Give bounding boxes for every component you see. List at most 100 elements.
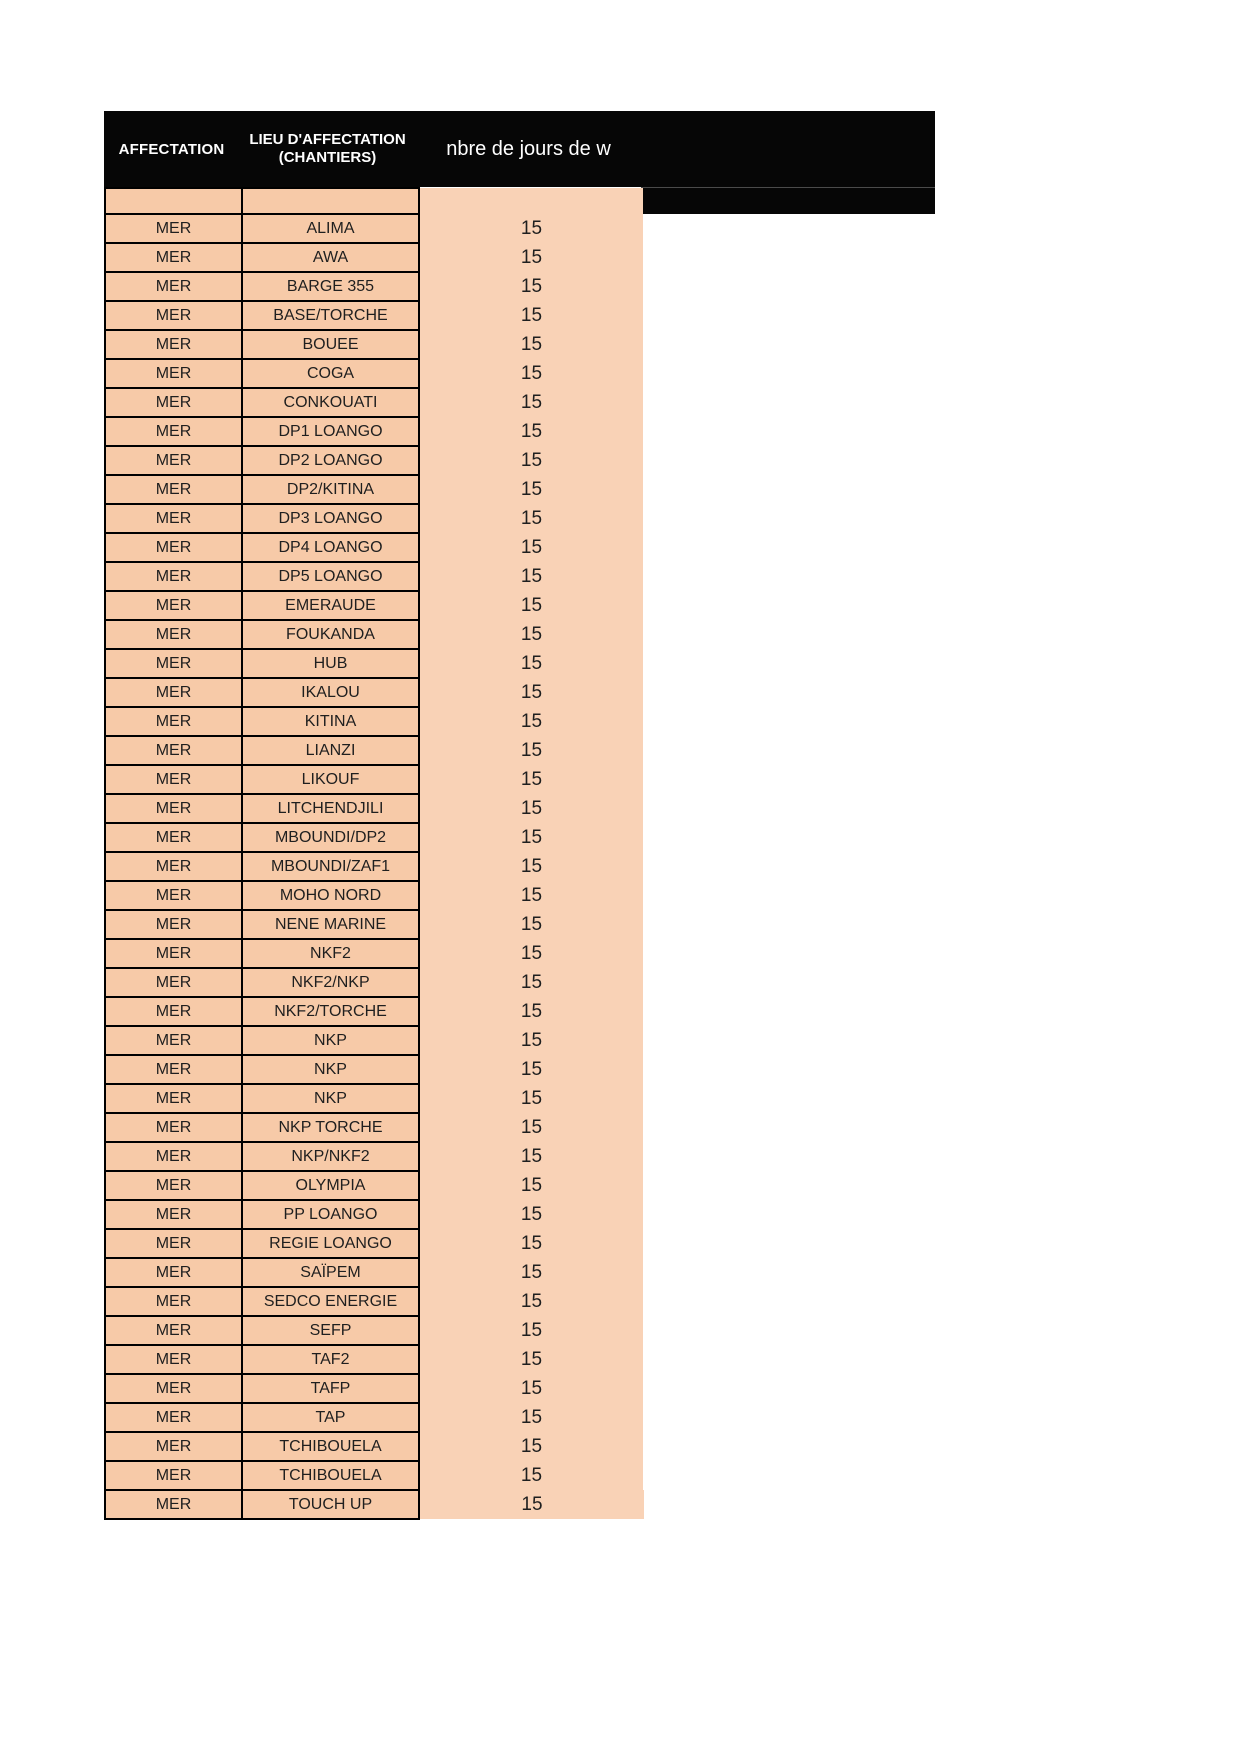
cell-jours: 15 — [419, 1171, 644, 1200]
cell-lieu: SEDCO ENERGIE — [241, 1286, 420, 1317]
cell-affectation: MER — [104, 909, 243, 940]
table-row: MER NKF2/TORCHE 15 — [104, 996, 644, 1027]
header-cell-lieu: LIEU D'AFFECTATION (CHANTIERS) — [239, 111, 416, 187]
cell-affectation: MER — [104, 329, 243, 360]
table-row: MER MOHO NORD 15 — [104, 880, 644, 911]
cell-jours: 15 — [419, 1200, 644, 1229]
cell-lieu: DP2/KITINA — [241, 474, 420, 505]
cell-affectation: MER — [104, 532, 243, 563]
cell-affectation: MER — [104, 590, 243, 621]
cell-affectation: MER — [104, 1460, 243, 1491]
table-row: MER EMERAUDE 15 — [104, 590, 644, 621]
cell-jours: 15 — [419, 1258, 644, 1287]
cell-jours: 15 — [419, 910, 644, 939]
cell-affectation: MER — [104, 1170, 243, 1201]
table-row: MER NKF2/NKP 15 — [104, 967, 644, 998]
table-row: MER TCHIBOUELA 15 — [104, 1460, 644, 1491]
cell-jours: 15 — [419, 504, 644, 533]
cell-jours: 15 — [419, 823, 644, 852]
cell-lieu: NKP — [241, 1025, 420, 1056]
table-row: MER IKALOU 15 — [104, 677, 644, 708]
cell-lieu: NKP/NKF2 — [241, 1141, 420, 1172]
table-row: MER TAP 15 — [104, 1402, 644, 1433]
table-row: MER PP LOANGO 15 — [104, 1199, 644, 1230]
cell-affectation: MER — [104, 1373, 243, 1404]
table-row: MER DP1 LOANGO 15 — [104, 416, 644, 447]
cell-lieu: MBOUNDI/ZAF1 — [241, 851, 420, 882]
table-row: MER ALIMA 15 — [104, 213, 644, 244]
cell-jours: 15 — [419, 1055, 644, 1084]
cell-affectation: MER — [104, 358, 243, 389]
cell-affectation: MER — [104, 1257, 243, 1288]
table-row: MER TAF2 15 — [104, 1344, 644, 1375]
cell-jours: 15 — [419, 678, 644, 707]
header-cell-affectation: AFFECTATION — [118, 140, 225, 158]
table-row: MER LIKOUF 15 — [104, 764, 644, 795]
table-row: MER NKP 15 — [104, 1025, 644, 1056]
cell-lieu: LIANZI — [241, 735, 420, 766]
cell-jours: 15 — [419, 1461, 644, 1490]
cell-lieu: NENE MARINE — [241, 909, 420, 940]
cell-jours: 15 — [419, 1374, 644, 1403]
cell-lieu: OLYMPIA — [241, 1170, 420, 1201]
cell-affectation: MER — [104, 619, 243, 650]
cell-lieu: TCHIBOUELA — [241, 1431, 420, 1462]
cell-jours: 15 — [419, 1113, 644, 1142]
table-row: MER FOUKANDA 15 — [104, 619, 644, 650]
cell-lieu: DP5 LOANGO — [241, 561, 420, 592]
table-row: MER NKP 15 — [104, 1054, 644, 1085]
table-row: MER BOUEE 15 — [104, 329, 644, 360]
cell-jours: 15 — [419, 939, 644, 968]
table-row: MER SAÏPEM 15 — [104, 1257, 644, 1288]
cell-lieu: NKP TORCHE — [241, 1112, 420, 1143]
header-cell-jours: nbre de jours de w — [446, 137, 611, 160]
cell-affectation: MER — [104, 1431, 243, 1462]
cell-jours: 15 — [419, 852, 644, 881]
cell-jours: 15 — [419, 533, 644, 562]
cell-lieu: KITINA — [241, 706, 420, 737]
table-row: MER DP5 LOANGO 15 — [104, 561, 644, 592]
cell-lieu: REGIE LOANGO — [241, 1228, 420, 1259]
table-row: MER COGA 15 — [104, 358, 644, 389]
cell-affectation: MER — [104, 416, 243, 447]
table-row: MER TAFP 15 — [104, 1373, 644, 1404]
header-lieu-line1: LIEU D'AFFECTATION — [249, 131, 406, 148]
table-row: MER LIANZI 15 — [104, 735, 644, 766]
cell-lieu: BOUEE — [241, 329, 420, 360]
cell-lieu: DP2 LOANGO — [241, 445, 420, 476]
cell-affectation: MER — [104, 445, 243, 476]
cell-jours: 15 — [419, 1229, 644, 1258]
table-row: MER DP4 LOANGO 15 — [104, 532, 644, 563]
cell-jours: 15 — [419, 591, 644, 620]
cell-affectation: MER — [104, 561, 243, 592]
cell-jours: 15 — [419, 1432, 644, 1461]
cell-affectation: MER — [104, 880, 243, 911]
table-row — [104, 187, 644, 215]
table-row: MER OLYMPIA 15 — [104, 1170, 644, 1201]
table-row: MER SEDCO ENERGIE 15 — [104, 1286, 644, 1317]
cell-affectation: MER — [104, 938, 243, 969]
cell-lieu — [241, 187, 420, 215]
cell-jours: 15 — [419, 359, 644, 388]
cell-lieu: MOHO NORD — [241, 880, 420, 911]
cell-affectation: MER — [104, 1344, 243, 1375]
cell-lieu: TAF2 — [241, 1344, 420, 1375]
table-row: MER BARGE 355 15 — [104, 271, 644, 302]
cell-lieu: DP4 LOANGO — [241, 532, 420, 563]
cell-jours: 15 — [419, 620, 644, 649]
cell-jours: 15 — [419, 1084, 644, 1113]
cell-jours: 15 — [419, 1490, 644, 1519]
cell-lieu: MBOUNDI/DP2 — [241, 822, 420, 853]
cell-lieu: NKF2 — [241, 938, 420, 969]
cell-lieu: TAFP — [241, 1373, 420, 1404]
cell-jours: 15 — [419, 388, 644, 417]
cell-lieu: FOUKANDA — [241, 619, 420, 650]
cell-affectation: MER — [104, 1402, 243, 1433]
cell-affectation: MER — [104, 213, 243, 244]
table-row: MER MBOUNDI/DP2 15 — [104, 822, 644, 853]
cell-affectation: MER — [104, 677, 243, 708]
cell-lieu: IKALOU — [241, 677, 420, 708]
cell-lieu: COGA — [241, 358, 420, 389]
cell-affectation: MER — [104, 242, 243, 273]
cell-affectation: MER — [104, 1025, 243, 1056]
